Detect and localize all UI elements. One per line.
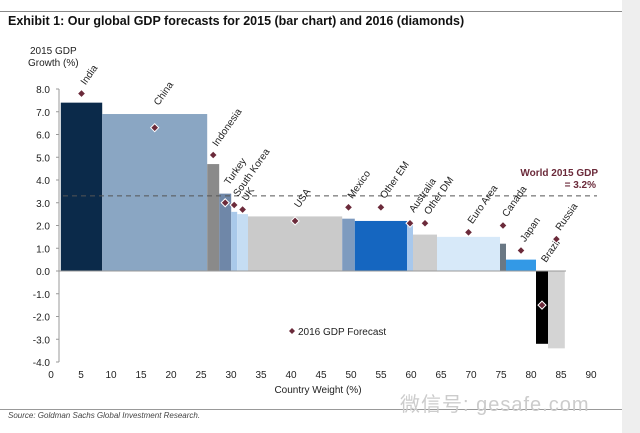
bar-mexico (342, 218, 355, 271)
country-label: Euro Area (466, 183, 501, 226)
country-label: Indonesia (211, 107, 245, 149)
diamond-2016 (290, 216, 300, 226)
x-tick-label: 40 (285, 370, 297, 381)
x-tick-label: 5 (78, 370, 84, 381)
diamond-2016 (208, 150, 218, 160)
country-label: Other EM (378, 160, 412, 201)
bar-uk (237, 214, 248, 271)
bar-other-em (354, 220, 407, 271)
x-tick-label: 50 (345, 370, 357, 381)
y-tick-label: -3.0 (33, 335, 51, 346)
bar-australia (407, 220, 413, 271)
y-axis-label-line2: Growth (%) (28, 58, 79, 69)
bar-canada (500, 243, 506, 271)
x-tick-label: 10 (105, 370, 117, 381)
y-tick-label: 3.0 (36, 199, 50, 210)
x-tick-label: 30 (225, 370, 237, 381)
top-rule (0, 11, 630, 12)
y-tick-label: 0.0 (36, 267, 50, 278)
diamond-2016 (463, 227, 474, 238)
diamond-2016 (498, 220, 508, 231)
bar-turkey (219, 193, 232, 271)
y-tick-label: 4.0 (36, 176, 50, 187)
country-label: China (152, 80, 176, 108)
bar-japan (506, 259, 536, 271)
diamond-2016 (516, 245, 526, 256)
x-axis-label: Country Weight (%) (274, 385, 361, 396)
bar-south-korea (231, 211, 238, 271)
y-tick-label: 8.0 (36, 85, 50, 96)
country-label: Russia (554, 201, 581, 233)
diamond-2016 (405, 218, 415, 228)
diamond-2016 (237, 204, 248, 215)
country-label: Canada (500, 184, 529, 219)
x-tick-label: 75 (495, 370, 507, 381)
diamond-2016 (76, 88, 87, 99)
country-label: Japan (518, 216, 543, 245)
y-tick-label: -4.0 (33, 358, 51, 369)
edge-strip (622, 0, 640, 433)
bar-other-dm (413, 234, 437, 271)
x-tick-label: 80 (525, 370, 537, 381)
diamond-2016 (376, 202, 386, 213)
bar-indonesia (207, 164, 220, 271)
bar-euro-area (437, 236, 500, 271)
x-tick-label: 25 (195, 370, 207, 381)
bar-russia (548, 271, 565, 349)
y-tick-label: -2.0 (33, 313, 51, 324)
diamond-2016 (537, 300, 547, 310)
source-note: Source: Goldman Sachs Global Investment … (8, 411, 201, 420)
country-label: USA (293, 187, 314, 210)
legend-diamond (289, 328, 295, 334)
diamond-2016 (420, 218, 430, 228)
x-tick-label: 70 (465, 370, 477, 381)
world-gdp-value: = 3.2% (565, 180, 597, 191)
x-tick-label: 0 (48, 370, 54, 381)
legend-label: 2016 GDP Forecast (298, 327, 386, 338)
diamond-2016 (343, 202, 354, 213)
y-tick-label: 5.0 (36, 153, 50, 164)
chart-title: Exhibit 1: Our global GDP forecasts for … (8, 14, 465, 28)
country-label: India (79, 63, 101, 87)
x-tick-label: 60 (405, 370, 417, 381)
y-axis-label-line1: 2015 GDP (30, 46, 77, 57)
diamond-2016 (149, 122, 160, 133)
x-tick-label: 65 (435, 370, 447, 381)
x-tick-label: 45 (315, 370, 327, 381)
country-label: Brazil (539, 238, 562, 265)
bar-india (60, 102, 103, 272)
y-tick-label: 2.0 (36, 222, 50, 233)
bar-china (102, 114, 208, 272)
world-gdp-label: World 2015 GDP (520, 168, 598, 179)
x-tick-label: 90 (585, 370, 597, 381)
diamond-2016 (229, 200, 239, 210)
y-tick-label: 6.0 (36, 131, 50, 142)
x-tick-label: 55 (375, 370, 387, 381)
x-tick-label: 15 (135, 370, 147, 381)
y-tick-label: -1.0 (33, 290, 51, 301)
x-tick-label: 35 (255, 370, 267, 381)
x-tick-label: 20 (165, 370, 177, 381)
bottom-rule (0, 409, 630, 410)
y-tick-label: 7.0 (36, 108, 50, 119)
diamond-2016 (551, 234, 562, 244)
x-tick-label: 85 (555, 370, 567, 381)
y-tick-label: 1.0 (36, 244, 50, 255)
watermark: 微信号: gesafe.com (400, 394, 590, 416)
diamond-2016 (220, 198, 230, 208)
